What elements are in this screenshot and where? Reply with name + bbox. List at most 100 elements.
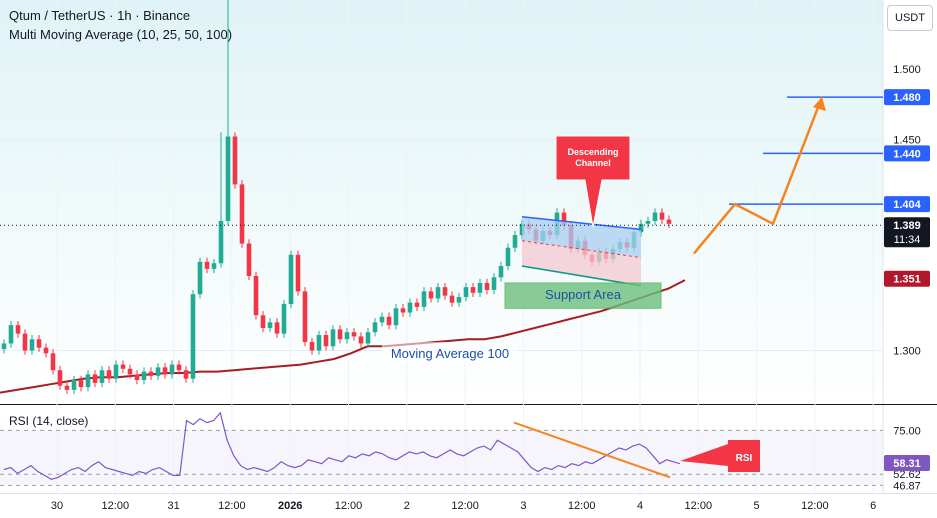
- rsi-callout-label: RSI: [736, 453, 753, 464]
- candle: [169, 364, 175, 375]
- candle: [309, 342, 315, 351]
- time-tick-label: 12:00: [102, 500, 130, 512]
- time-tick-label: 12:00: [685, 500, 713, 512]
- candle: [134, 374, 140, 381]
- price-level-tag-label: 1.351: [893, 274, 921, 286]
- price-level-tag-label: 1.404: [893, 199, 921, 211]
- candle: [148, 371, 154, 376]
- time-tick-label: 6: [870, 500, 876, 512]
- price-tick-label: 1.300: [893, 346, 921, 358]
- support-area-zone: [504, 282, 662, 309]
- candle: [99, 370, 105, 383]
- candle: [372, 322, 378, 333]
- candle: [491, 277, 497, 290]
- candle: [1, 343, 7, 350]
- candle: [274, 322, 280, 334]
- channel-upper-line: [521, 216, 642, 231]
- projection-path: [693, 96, 824, 255]
- candle: [645, 221, 651, 224]
- candle: [120, 364, 126, 369]
- rsi-callout: [680, 440, 760, 472]
- candle: [561, 212, 567, 226]
- candle: [330, 329, 336, 347]
- candle: [127, 368, 133, 375]
- price-tick-label: 1.500: [893, 64, 921, 76]
- descending-channel-label: Descending: [567, 147, 618, 157]
- candle: [365, 332, 371, 344]
- candle: [407, 302, 413, 313]
- candle: [337, 329, 343, 340]
- descending-channel-lower: [522, 240, 641, 286]
- candle: [71, 380, 77, 390]
- candle: [456, 297, 462, 303]
- currency-button[interactable]: USDT: [887, 5, 933, 31]
- candle: [505, 247, 511, 267]
- time-tick-label: 12:00: [218, 500, 246, 512]
- indicator-label: Multi Moving Average (10, 25, 50, 100): [9, 27, 233, 42]
- candle: [323, 335, 329, 347]
- candle: [435, 287, 441, 299]
- candle: [638, 223, 644, 233]
- candle: [659, 212, 665, 220]
- candle: [64, 385, 70, 390]
- candle: [50, 353, 56, 371]
- candle: [246, 243, 252, 276]
- candle: [316, 335, 322, 351]
- price-level-tag-label: 1.440: [893, 148, 921, 160]
- price-tick-label: 1.450: [893, 134, 921, 146]
- rsi-tick-label: 52.62: [893, 469, 921, 481]
- support-area-label: Support Area: [545, 287, 622, 302]
- candle: [484, 282, 490, 290]
- descending-channel-callout: [555, 135, 631, 228]
- candle: [428, 291, 434, 299]
- time-tick-label: 31: [167, 500, 179, 512]
- time-tick-label: 4: [637, 500, 643, 512]
- rsi-indicator-label: RSI (14, close): [9, 414, 89, 428]
- candle: [463, 287, 469, 298]
- time-tick-label: 3: [520, 500, 526, 512]
- candle: [379, 316, 385, 323]
- descending-channel-label: Channel: [575, 158, 611, 168]
- projection-arrowhead: [813, 97, 826, 112]
- candle: [449, 295, 455, 303]
- candle: [218, 221, 224, 264]
- candle: [232, 136, 238, 185]
- chart-background: [0, 0, 883, 404]
- moving-average-100-label: Moving Average 100: [391, 346, 509, 361]
- candle: [92, 374, 98, 383]
- candle: [22, 333, 28, 351]
- candle: [113, 364, 119, 379]
- time-tick-label: 2026: [278, 500, 302, 512]
- candle: [85, 374, 91, 388]
- price-level-tag: [884, 217, 930, 248]
- candle: [386, 316, 392, 326]
- time-tick-label: 12:00: [568, 500, 596, 512]
- ma-label-bg: [382, 342, 518, 362]
- candle: [512, 235, 518, 248]
- candle: [414, 302, 420, 307]
- candle: [36, 339, 42, 348]
- candle: [281, 304, 287, 334]
- price-level-tag: [884, 145, 930, 162]
- candle: [106, 370, 112, 379]
- candle: [260, 315, 266, 328]
- price-level-tag: [884, 196, 930, 213]
- time-tick-label: 30: [51, 500, 63, 512]
- candle: [29, 339, 35, 351]
- candle: [225, 136, 231, 222]
- candle: [197, 261, 203, 295]
- rsi-divergence-line: [513, 421, 671, 479]
- time-tick-label: 12:00: [335, 500, 363, 512]
- candle: [470, 287, 476, 293]
- candle: [211, 263, 217, 269]
- candle: [477, 282, 483, 293]
- candle: [162, 367, 168, 375]
- candle: [295, 254, 301, 292]
- candle: [253, 275, 259, 316]
- candle: [43, 347, 49, 354]
- rsi-tick-label: 75.00: [893, 425, 921, 437]
- candle: [498, 266, 504, 278]
- candle: [302, 291, 308, 343]
- rsi-value-tag-label: 58.31: [893, 458, 921, 470]
